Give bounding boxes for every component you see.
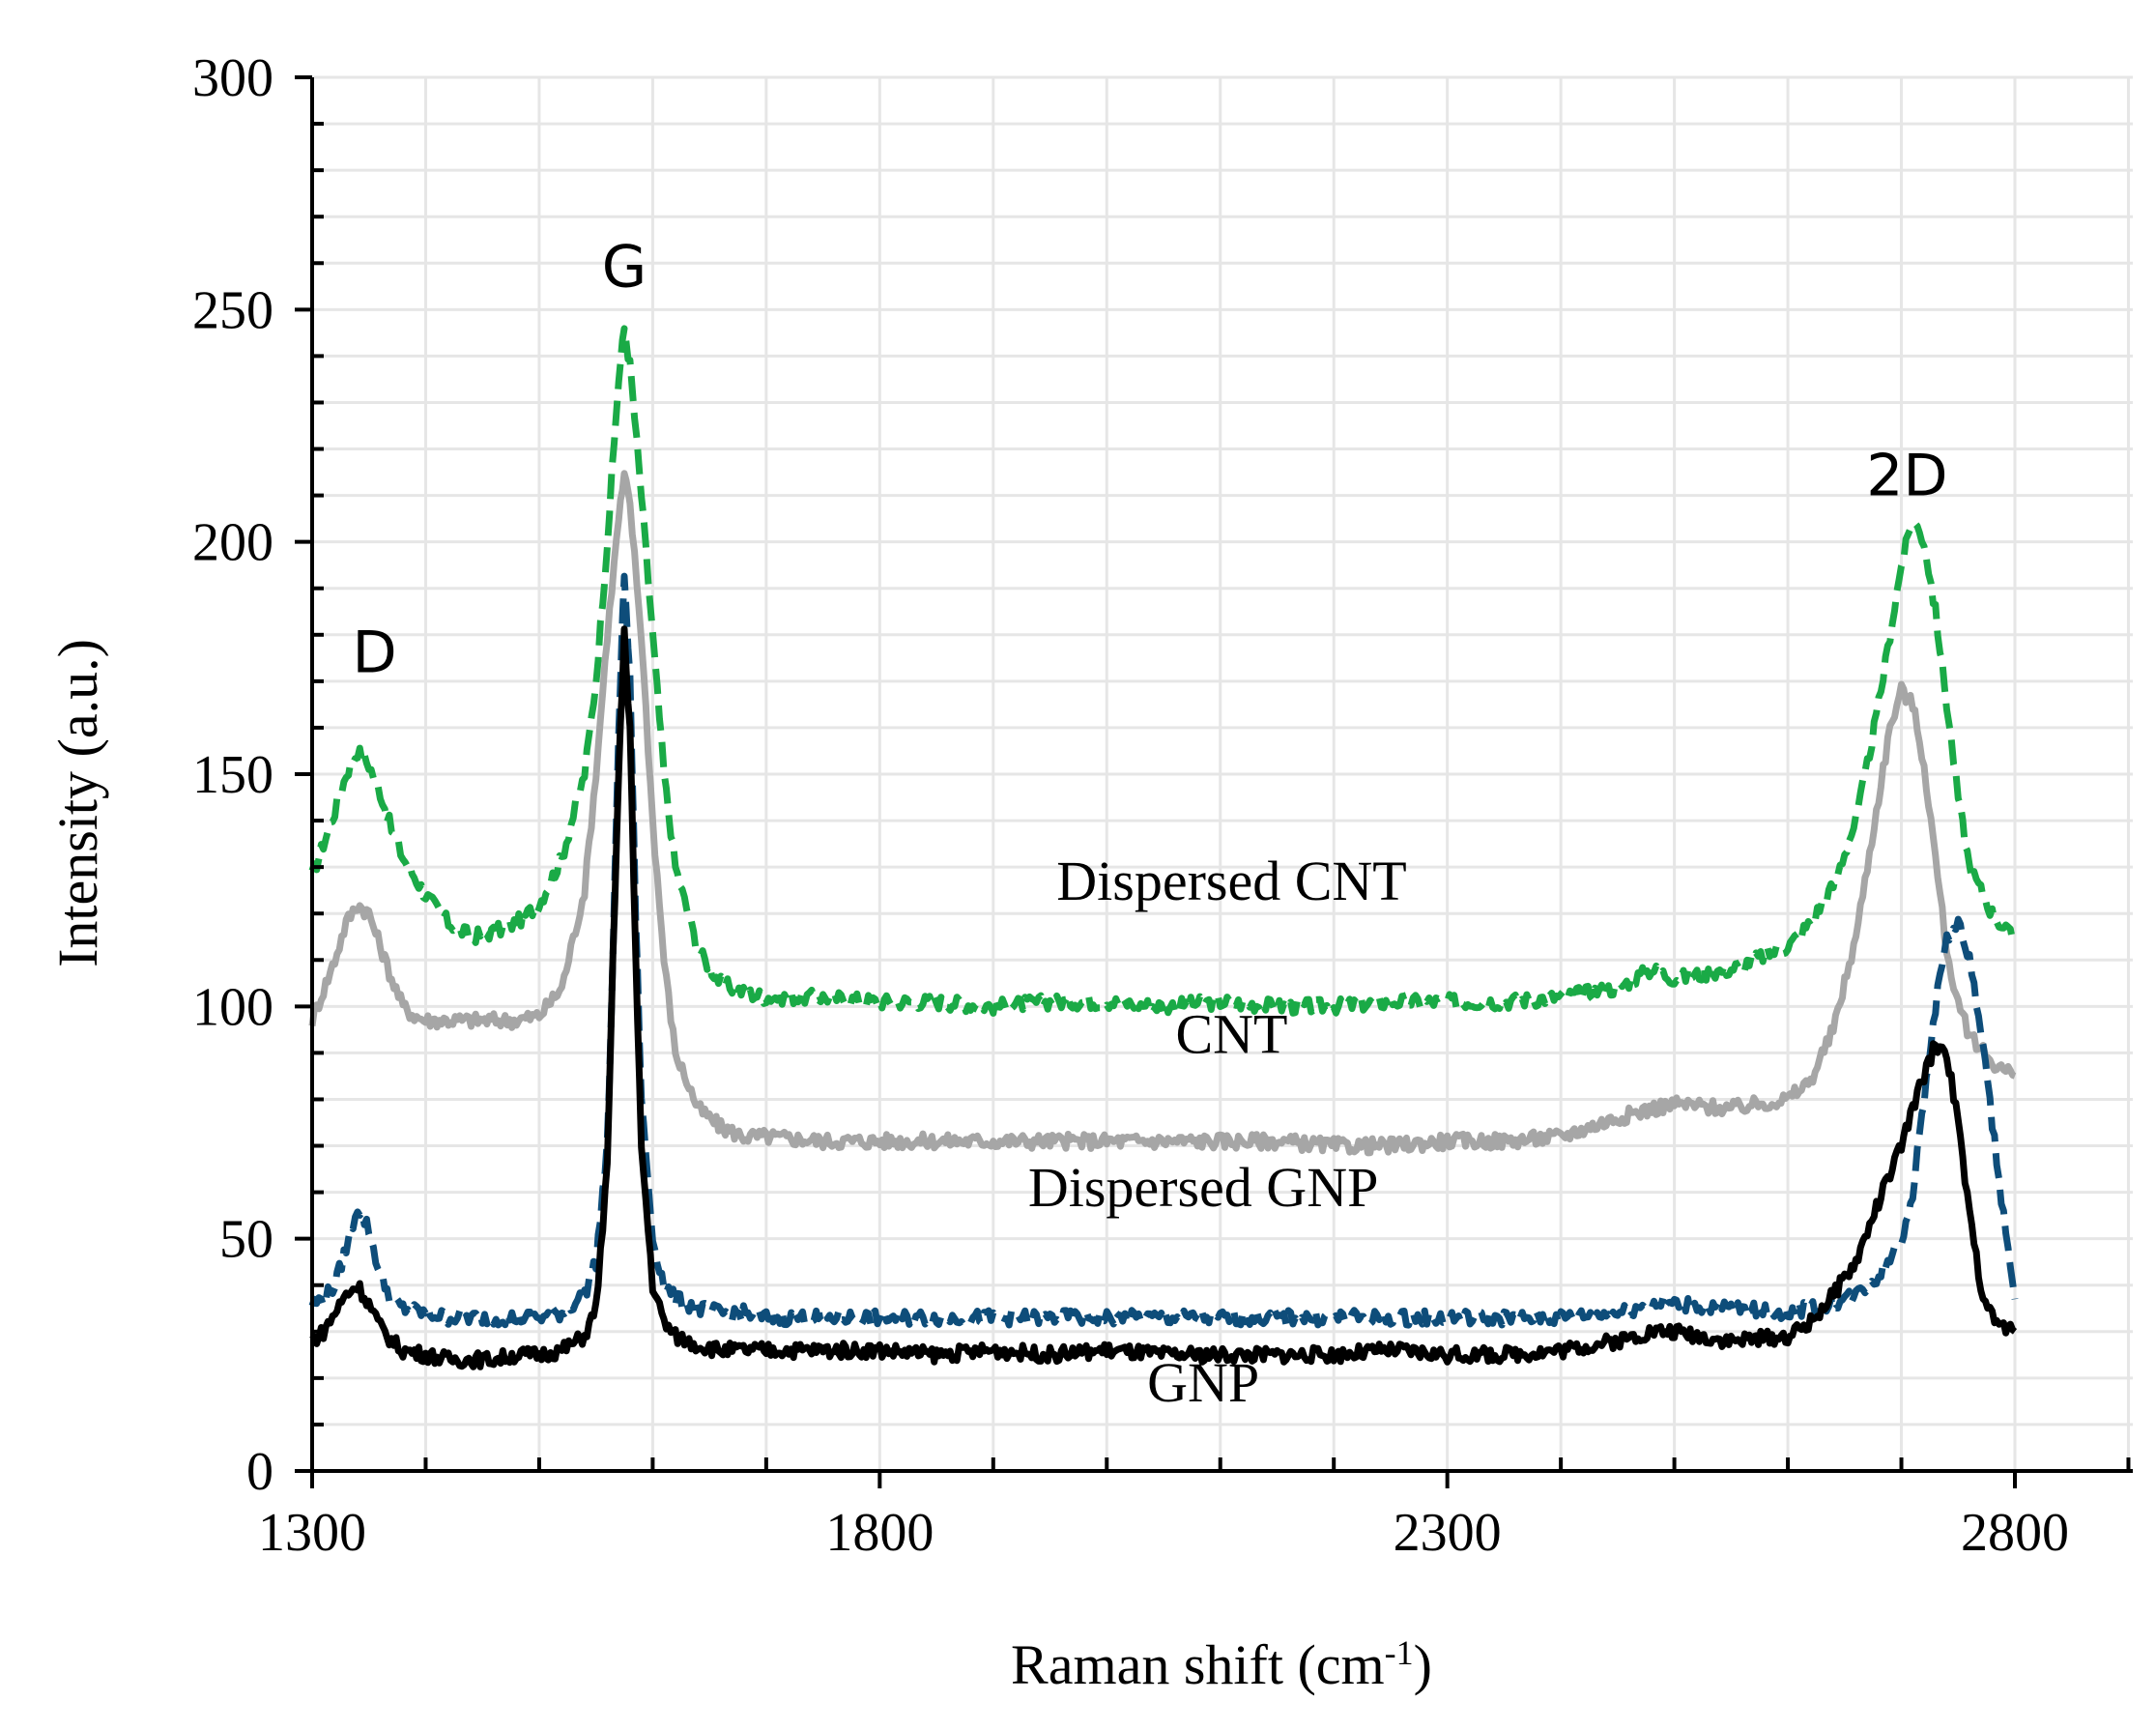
x-tick-label: 2800: [1961, 1503, 2069, 1563]
series-label-dispersed-cnt: Dispersed CNT: [1056, 850, 1406, 912]
x-axis-title-end: ): [1414, 1633, 1432, 1696]
y-tick-label: 50: [219, 1210, 273, 1270]
x-axis-title-main: Raman shift (cm: [1011, 1633, 1385, 1696]
series-label-gnp: GNP: [1147, 1351, 1259, 1414]
x-tick-label: 1300: [258, 1503, 366, 1563]
x-tick-label: 2300: [1394, 1503, 1502, 1563]
peak-label-d: D: [353, 619, 397, 686]
y-tick-label: 0: [246, 1442, 273, 1502]
annotations: D G 2D Dispersed CNT CNT Dispersed GNP GNP: [353, 233, 1948, 1414]
series-line-dispersed-cnt: [308, 325, 2017, 1017]
y-tick-label: 150: [192, 745, 273, 805]
x-tick-label: 1800: [825, 1503, 934, 1563]
peak-label-2d: 2D: [1866, 443, 1947, 510]
y-axis-title: Intensity (a.u.): [46, 639, 109, 967]
y-tick-label: 300: [192, 48, 273, 108]
peak-label-g: G: [602, 233, 647, 301]
series-label-dispersed-gnp: Dispersed GNP: [1028, 1156, 1378, 1219]
series-label-cnt: CNT: [1175, 1002, 1287, 1065]
series-line-dispersed-gnp: [308, 572, 2019, 1329]
y-tick-label: 250: [192, 280, 273, 340]
x-axis-title: Raman shift (cm-1): [1011, 1633, 1432, 1696]
x-axis-title-sup: -1: [1385, 1633, 1414, 1672]
y-tick-label: 100: [192, 977, 273, 1037]
axes: 0 50 100 150 200 250 300 1300 1800 2300 2800: [192, 48, 2133, 1563]
series-lines: [308, 325, 2019, 1370]
series-line-cnt: [308, 470, 2017, 1157]
series-line-gnp: [309, 625, 2018, 1370]
y-tick-label: 200: [192, 513, 273, 573]
